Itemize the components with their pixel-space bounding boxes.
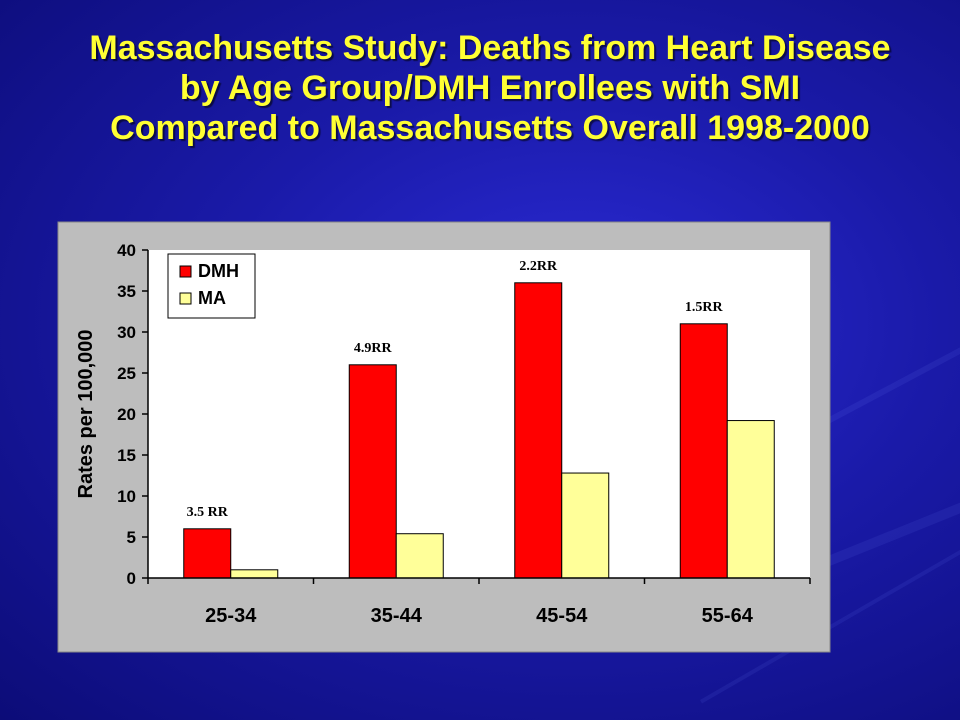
bar-dmh xyxy=(679,323,728,579)
bar-dmh xyxy=(514,282,563,579)
x-tick-label: 25-34 xyxy=(205,605,257,627)
legend: DMH MA xyxy=(167,253,256,319)
bars-group: 3.5 RR 4.9RR 2.2RR 1.5RR xyxy=(183,259,775,579)
x-tick-label: 55-64 xyxy=(702,605,754,627)
rr-annotation: 4.9RR xyxy=(354,341,393,356)
x-tick-label: 45-54 xyxy=(536,605,588,627)
bar-ma xyxy=(230,569,279,579)
y-tick-label: 35 xyxy=(117,282,136,301)
bar-ma xyxy=(726,420,775,579)
y-tick-label: 10 xyxy=(117,487,136,506)
y-axis-label: Rates per 100,000 xyxy=(75,329,97,498)
x-tick-label: 35-44 xyxy=(371,605,423,627)
rr-annotation: 1.5RR xyxy=(685,300,724,315)
bar-dmh xyxy=(348,364,397,579)
legend-swatch-ma xyxy=(179,292,192,305)
y-tick-label: 0 xyxy=(127,569,136,588)
slide-title: Massachusetts Study: Deaths from Heart D… xyxy=(40,28,940,148)
y-tick-label: 25 xyxy=(117,364,136,383)
legend-swatch-dmh xyxy=(179,265,192,278)
title-line: Compared to Massachusetts Overall 1998-2… xyxy=(110,109,870,147)
title-line: by Age Group/DMH Enrollees with SMI xyxy=(179,69,801,107)
y-tick-label: 15 xyxy=(117,446,136,465)
legend-label-dmh: DMH xyxy=(198,261,239,281)
y-tick-label: 5 xyxy=(127,528,136,547)
legend-box xyxy=(167,253,256,319)
rr-annotation: 2.2RR xyxy=(519,259,558,274)
rr-annotation: 3.5 RR xyxy=(187,505,229,520)
bar-ma xyxy=(561,472,610,579)
title-line: Massachusetts Study: Deaths from Heart D… xyxy=(89,29,891,67)
y-tick-label: 20 xyxy=(117,405,136,424)
bar-dmh xyxy=(183,528,232,579)
y-tick-label: 30 xyxy=(117,323,136,342)
y-tick-label: 40 xyxy=(117,241,136,260)
bar-ma xyxy=(395,533,444,579)
legend-label-ma: MA xyxy=(198,288,226,308)
axes-group: 0 5 10 15 20 25 30 35 40 25-34 35-44 45-54 55-64 xyxy=(117,241,811,627)
